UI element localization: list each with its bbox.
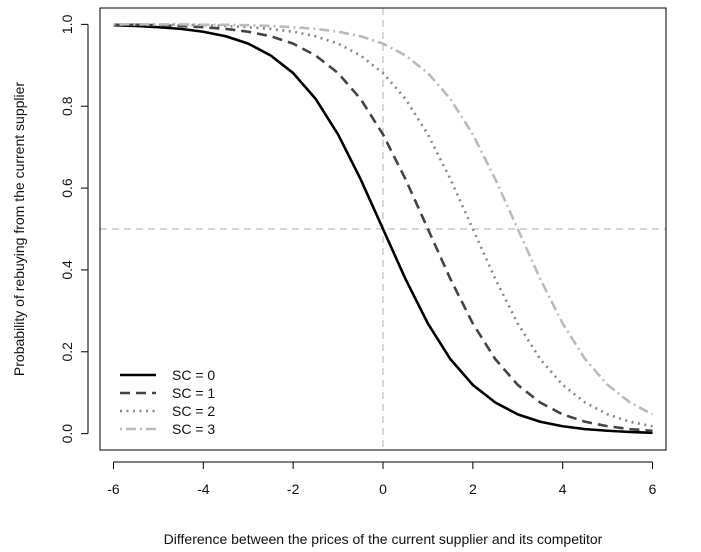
y-tick-label: 0.0 — [59, 424, 75, 444]
x-tick-label: 6 — [649, 481, 657, 497]
y-tick-label: 0.6 — [59, 178, 75, 198]
series-line-sc-1 — [113, 23, 653, 433]
legend-label: SC = 1 — [172, 385, 215, 401]
legend-label: SC = 2 — [172, 403, 215, 419]
y-tick-label: 1.0 — [59, 14, 75, 34]
legend: SC = 0 SC = 1 SC = 2 SC = 3 — [120, 367, 215, 437]
legend-label: SC = 0 — [172, 367, 215, 383]
series-layer — [113, 23, 654, 435]
series-line-sc-2 — [113, 23, 653, 428]
y-tick-label: 0.4 — [59, 260, 75, 280]
y-tick-label: 0.8 — [59, 96, 75, 116]
x-axis-label: Difference between the prices of the cur… — [164, 531, 603, 547]
x-axis: -6 -4 -2 0 2 4 6 — [107, 461, 657, 497]
x-tick-label: 2 — [469, 481, 477, 497]
legend-label: SC = 3 — [172, 421, 215, 437]
y-tick-label: 0.2 — [59, 342, 75, 362]
x-tick-label: 4 — [559, 481, 567, 497]
x-tick-label: -6 — [107, 481, 120, 497]
series-line-sc-0 — [113, 23, 653, 435]
x-tick-label: 0 — [379, 481, 387, 497]
plot-frame — [99, 7, 667, 451]
x-tick-label: -2 — [287, 481, 300, 497]
x-tick-label: -4 — [197, 481, 210, 497]
y-axis: 0.0 0.2 0.4 0.6 0.8 1.0 — [59, 14, 89, 444]
series-line-sc-3 — [113, 23, 654, 416]
y-axis-label: Probability of rebuying from the current… — [11, 82, 27, 376]
